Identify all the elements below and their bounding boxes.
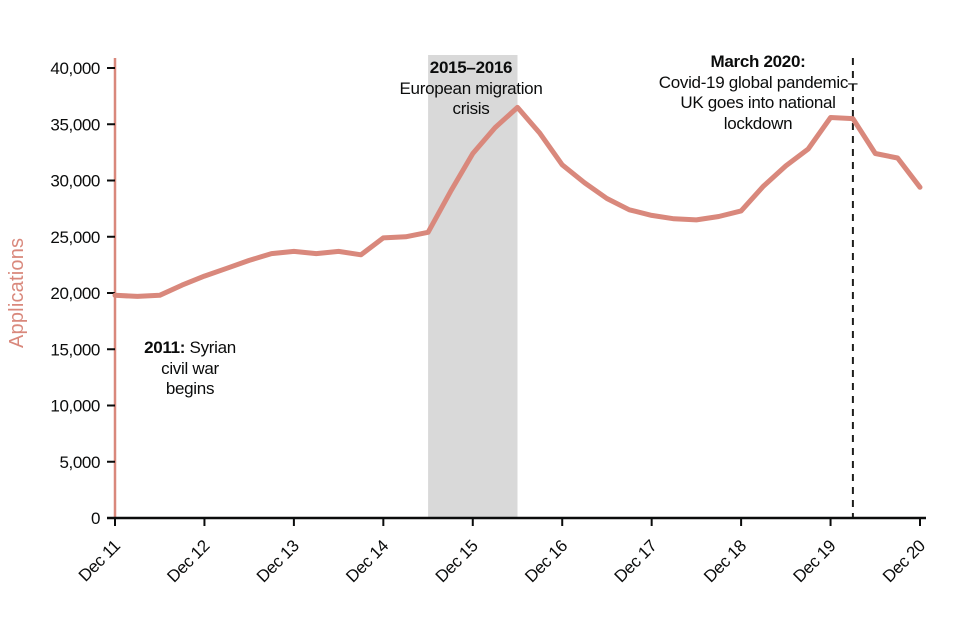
- annotation-covid-lockdown: March 2020: Covid-19 global pandemic– UK…: [638, 52, 878, 135]
- y-tick-label: 40,000: [50, 59, 100, 78]
- annotation-migration-crisis: 2015–2016 European migration crisis: [376, 58, 566, 120]
- annotation-migration-text: European migration crisis: [399, 78, 543, 119]
- migration-crisis-band: [428, 55, 518, 518]
- annotation-migration-years: 2015–2016: [429, 58, 513, 77]
- annotation-syria-text: Syrian civil war begins: [161, 338, 236, 399]
- x-tick-label: Dec 14: [342, 536, 392, 586]
- applications-line: [112, 104, 923, 299]
- y-tick-label: 30,000: [50, 172, 100, 191]
- x-tick-label: Dec 13: [253, 536, 303, 586]
- y-tick-label: 5,000: [59, 453, 100, 472]
- x-tick-label: Dec 12: [163, 536, 213, 586]
- x-tick-label: Dec 20: [879, 536, 929, 586]
- x-tick-label: Dec 18: [700, 536, 750, 586]
- y-tick-label: 15,000: [50, 340, 100, 359]
- x-tick-label: Dec 16: [521, 536, 571, 586]
- x-tick-label: Dec 11: [75, 536, 124, 585]
- y-tick-label: 25,000: [50, 228, 100, 247]
- x-tick-label: Dec 17: [611, 536, 661, 586]
- y-axis-title: Applications: [6, 237, 28, 348]
- annotation-syrian-civil-war: 2011: Syrian civil war begins: [123, 338, 257, 400]
- y-tick-label: 35,000: [50, 115, 100, 134]
- y-tick-label: 20,000: [50, 284, 100, 303]
- annotation-syria-year: 2011:: [144, 338, 186, 357]
- y-tick-label: 0: [91, 509, 100, 528]
- annotation-covid-text: Covid-19 global pandemic– UK goes into n…: [658, 72, 858, 134]
- y-tick-label: 10,000: [50, 397, 100, 416]
- x-tick-label: Dec 15: [432, 536, 482, 586]
- x-tick-label: Dec 19: [790, 536, 840, 586]
- annotation-covid-date: March 2020:: [710, 52, 806, 71]
